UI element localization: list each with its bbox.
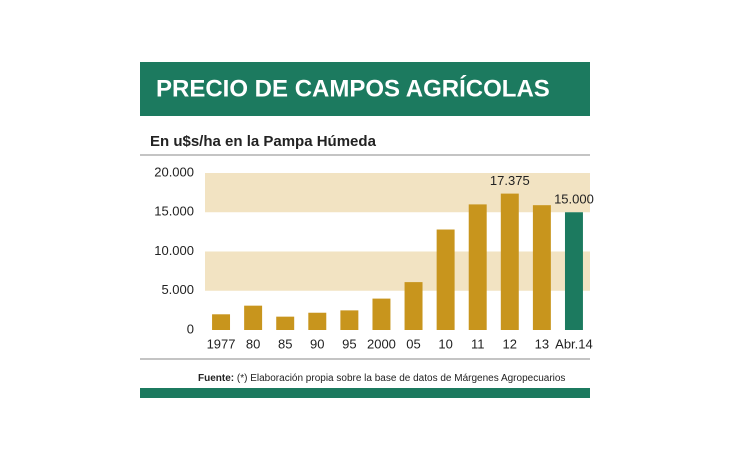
x-tick-label: 05 xyxy=(406,336,420,351)
chart-title: PRECIO DE CAMPOS AGRÍCOLAS xyxy=(156,74,550,102)
y-tick-label: 15.000 xyxy=(154,204,194,219)
bar xyxy=(468,204,487,330)
y-tick-label: 0 xyxy=(187,321,194,336)
footer-bar xyxy=(140,388,590,398)
y-tick-label: 5.000 xyxy=(161,282,194,297)
data-label: 15.000 xyxy=(554,192,594,207)
grid-band xyxy=(205,173,590,213)
x-tick-label: 11 xyxy=(471,336,485,351)
y-tick-label: 10.000 xyxy=(154,243,194,258)
x-tick-label: 90 xyxy=(310,336,324,351)
bar xyxy=(244,305,263,330)
bar xyxy=(372,298,391,330)
bar xyxy=(564,212,583,330)
bar xyxy=(308,312,327,330)
x-tick-label: Abr.14 xyxy=(555,336,593,351)
x-tick-label: 1977 xyxy=(207,336,236,351)
y-tick-label: 20.000 xyxy=(154,164,194,179)
source-text: (*) Elaboración propia sobre la base de … xyxy=(237,373,566,384)
x-tick-label: 95 xyxy=(342,336,356,351)
source-label: Fuente: xyxy=(198,373,234,384)
data-label: 17.375 xyxy=(490,173,530,188)
source: Fuente: (*) Elaboración propia sobre la … xyxy=(198,373,565,384)
x-tick-label: 12 xyxy=(503,336,517,351)
chart-subtitle: En u$s/ha en la Pampa Húmeda xyxy=(150,133,377,150)
x-tick-label: 85 xyxy=(278,336,292,351)
grid-band xyxy=(205,251,590,291)
bar xyxy=(276,316,295,330)
title-banner xyxy=(140,62,590,116)
x-tick-label: 10 xyxy=(438,336,452,351)
bar xyxy=(404,282,423,330)
bar xyxy=(436,229,455,330)
bar xyxy=(212,314,231,330)
x-tick-label: 13 xyxy=(535,336,549,351)
bar xyxy=(532,205,551,330)
bar xyxy=(500,193,519,330)
x-tick-label: 80 xyxy=(246,336,260,351)
x-tick-label: 2000 xyxy=(367,336,396,351)
bar xyxy=(340,310,359,330)
